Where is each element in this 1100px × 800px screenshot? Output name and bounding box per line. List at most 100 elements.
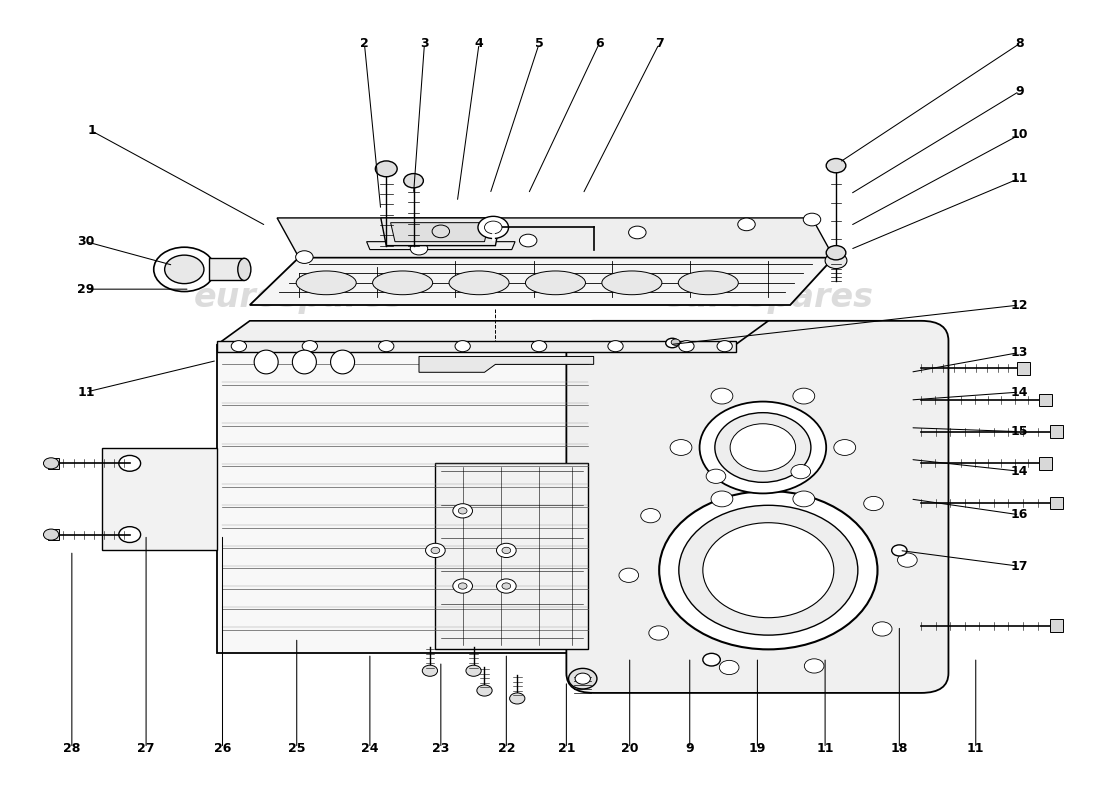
Text: 1: 1 — [87, 124, 96, 138]
Text: 16: 16 — [1011, 508, 1028, 522]
Circle shape — [640, 509, 660, 522]
Ellipse shape — [602, 271, 662, 294]
Text: 11: 11 — [77, 386, 95, 398]
Text: 9: 9 — [1015, 85, 1024, 98]
Bar — [1050, 619, 1063, 632]
Circle shape — [569, 668, 597, 689]
Text: 11: 11 — [816, 742, 834, 755]
Text: 5: 5 — [535, 38, 543, 50]
Circle shape — [825, 253, 847, 269]
Text: 8: 8 — [1015, 38, 1024, 50]
Circle shape — [706, 469, 726, 483]
Text: 20: 20 — [620, 742, 638, 755]
Circle shape — [575, 673, 591, 684]
Circle shape — [502, 547, 510, 554]
Text: 22: 22 — [497, 742, 515, 755]
Circle shape — [793, 388, 815, 404]
Circle shape — [804, 659, 824, 673]
Text: 24: 24 — [361, 742, 378, 755]
Polygon shape — [209, 258, 244, 281]
Bar — [1040, 394, 1053, 406]
Circle shape — [165, 255, 204, 284]
Text: 4: 4 — [475, 38, 483, 50]
Polygon shape — [217, 345, 594, 654]
Circle shape — [711, 388, 733, 404]
Circle shape — [459, 583, 468, 590]
Circle shape — [496, 579, 516, 593]
Text: 14: 14 — [1011, 386, 1028, 398]
Circle shape — [608, 341, 623, 352]
Circle shape — [666, 338, 679, 348]
Text: 11: 11 — [967, 742, 984, 755]
Ellipse shape — [293, 350, 317, 374]
Circle shape — [119, 526, 141, 542]
Circle shape — [496, 543, 516, 558]
Circle shape — [717, 341, 733, 352]
Text: 25: 25 — [288, 742, 306, 755]
Circle shape — [679, 506, 858, 635]
Text: 17: 17 — [1011, 560, 1028, 573]
Text: 12: 12 — [1011, 298, 1028, 311]
Text: eurospares: eurospares — [194, 281, 405, 314]
Circle shape — [730, 424, 795, 471]
Text: 29: 29 — [77, 282, 95, 296]
Circle shape — [378, 341, 394, 352]
Text: 15: 15 — [1011, 425, 1028, 438]
Text: 10: 10 — [1011, 128, 1028, 142]
Polygon shape — [277, 218, 834, 258]
Circle shape — [793, 491, 815, 507]
Circle shape — [44, 458, 58, 469]
Circle shape — [302, 341, 318, 352]
Polygon shape — [381, 218, 500, 246]
Bar — [1040, 457, 1053, 470]
Polygon shape — [102, 447, 217, 550]
Circle shape — [826, 246, 846, 260]
Circle shape — [519, 234, 537, 247]
Ellipse shape — [254, 350, 278, 374]
Circle shape — [659, 491, 878, 650]
Text: eurospares: eurospares — [663, 281, 873, 314]
Circle shape — [703, 654, 720, 666]
Circle shape — [700, 402, 826, 494]
Circle shape — [649, 626, 669, 640]
Ellipse shape — [331, 350, 354, 374]
Bar — [1050, 426, 1063, 438]
Polygon shape — [250, 258, 834, 305]
Circle shape — [834, 439, 856, 455]
Ellipse shape — [238, 258, 251, 281]
Polygon shape — [594, 341, 921, 673]
Text: 9: 9 — [685, 742, 694, 755]
Polygon shape — [436, 463, 588, 650]
Text: 30: 30 — [77, 235, 95, 248]
Circle shape — [231, 341, 246, 352]
Polygon shape — [390, 222, 488, 242]
Circle shape — [466, 666, 481, 676]
Circle shape — [826, 158, 846, 173]
Circle shape — [453, 579, 473, 593]
Circle shape — [531, 341, 547, 352]
Text: 18: 18 — [891, 742, 908, 755]
Circle shape — [872, 622, 892, 636]
Text: 19: 19 — [749, 742, 766, 755]
Circle shape — [432, 225, 450, 238]
Text: 13: 13 — [1011, 346, 1028, 359]
Ellipse shape — [449, 271, 509, 294]
Circle shape — [628, 226, 646, 238]
Polygon shape — [217, 341, 736, 353]
Circle shape — [410, 242, 428, 255]
Circle shape — [431, 547, 440, 554]
Circle shape — [422, 666, 438, 676]
Bar — [1050, 497, 1063, 510]
Circle shape — [154, 247, 215, 291]
Text: 6: 6 — [595, 38, 604, 50]
Circle shape — [711, 491, 733, 507]
Text: 14: 14 — [1011, 465, 1028, 478]
Circle shape — [296, 250, 314, 263]
Circle shape — [455, 341, 471, 352]
Text: 26: 26 — [213, 742, 231, 755]
Circle shape — [679, 341, 694, 352]
Circle shape — [671, 339, 680, 346]
Circle shape — [791, 465, 811, 478]
Circle shape — [864, 496, 883, 510]
Ellipse shape — [679, 271, 738, 294]
